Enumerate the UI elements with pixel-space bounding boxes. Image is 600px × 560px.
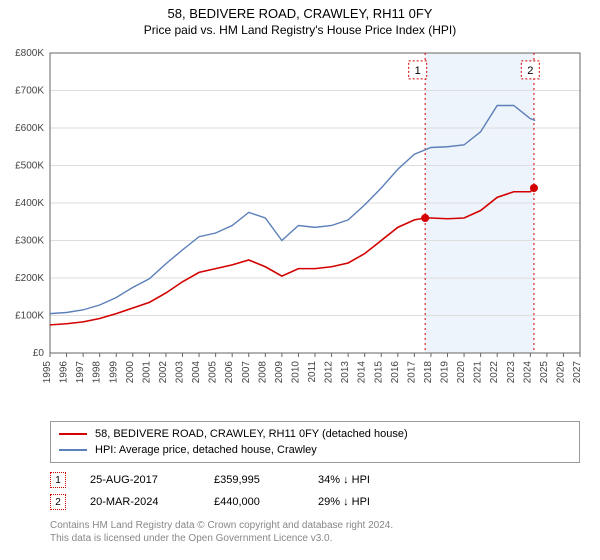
svg-text:2021: 2021: [473, 361, 484, 384]
svg-text:£700K: £700K: [15, 86, 44, 97]
svg-text:2010: 2010: [290, 361, 301, 384]
transaction-pct: 29% ↓ HPI: [318, 496, 428, 508]
transaction-date: 25-AUG-2017: [90, 474, 190, 486]
svg-text:2004: 2004: [191, 361, 202, 384]
svg-text:2024: 2024: [522, 361, 533, 384]
legend-swatch: [59, 449, 87, 451]
svg-text:£100K: £100K: [15, 311, 44, 322]
svg-text:£800K: £800K: [15, 48, 44, 59]
transaction-marker: 1: [50, 472, 66, 488]
footnote-line: Contains HM Land Registry data © Crown c…: [50, 519, 580, 532]
svg-text:2018: 2018: [423, 361, 434, 384]
legend-label: 58, BEDIVERE ROAD, CRAWLEY, RH11 0FY (de…: [95, 428, 408, 440]
svg-text:2020: 2020: [456, 361, 467, 384]
svg-text:2012: 2012: [324, 361, 335, 384]
svg-text:£300K: £300K: [15, 236, 44, 247]
transaction-price: £359,995: [214, 474, 294, 486]
line-chart-svg: £0 £100K £200K £300K £400K £500K £600K £700K £80…: [0, 43, 600, 413]
svg-text:£600K: £600K: [15, 123, 44, 134]
transaction-table: 1 25-AUG-2017 £359,995 34% ↓ HPI 2 20-MAR-202…: [50, 469, 580, 513]
svg-text:2011: 2011: [307, 361, 318, 383]
transaction-price: £440,000: [214, 496, 294, 508]
svg-text:2019: 2019: [440, 361, 451, 384]
svg-text:£400K: £400K: [15, 198, 44, 209]
transaction-date: 20-MAR-2024: [90, 496, 190, 508]
svg-text:2006: 2006: [224, 361, 235, 384]
legend-label: HPI: Average price, detached house, Craw…: [95, 444, 317, 456]
legend-item: HPI: Average price, detached house, Craw…: [59, 442, 571, 458]
svg-text:2014: 2014: [357, 361, 368, 384]
svg-text:2008: 2008: [257, 361, 268, 384]
svg-text:2016: 2016: [390, 361, 401, 384]
svg-text:1999: 1999: [108, 361, 119, 384]
svg-text:2023: 2023: [506, 361, 517, 384]
svg-text:£200K: £200K: [15, 273, 44, 284]
chart-container: 58, BEDIVERE ROAD, CRAWLEY, RH11 0FY Pri…: [0, 0, 600, 560]
svg-text:£0: £0: [33, 348, 45, 359]
transaction-marker: 2: [50, 494, 66, 510]
transaction-row: 1 25-AUG-2017 £359,995 34% ↓ HPI: [50, 469, 580, 491]
svg-text:2007: 2007: [241, 361, 252, 384]
svg-text:1995: 1995: [42, 361, 53, 384]
svg-text:2025: 2025: [539, 361, 550, 384]
svg-text:1997: 1997: [75, 361, 86, 384]
svg-text:2003: 2003: [175, 361, 186, 384]
chart-plot-area: £0 £100K £200K £300K £400K £500K £600K £700K £80…: [0, 43, 600, 413]
svg-text:2015: 2015: [373, 361, 384, 384]
transaction-row: 2 20-MAR-2024 £440,000 29% ↓ HPI: [50, 491, 580, 513]
svg-text:1996: 1996: [59, 361, 70, 384]
chart-title: 58, BEDIVERE ROAD, CRAWLEY, RH11 0FY: [0, 0, 600, 21]
footnote: Contains HM Land Registry data © Crown c…: [50, 519, 580, 545]
svg-text:£500K: £500K: [15, 161, 44, 172]
svg-text:2026: 2026: [555, 361, 566, 384]
transaction-pct: 34% ↓ HPI: [318, 474, 428, 486]
svg-text:1998: 1998: [92, 361, 103, 384]
svg-text:1: 1: [415, 65, 421, 77]
legend-swatch: [59, 433, 87, 435]
footnote-line: This data is licensed under the Open Gov…: [50, 532, 580, 545]
svg-text:2027: 2027: [572, 361, 583, 384]
svg-text:2005: 2005: [208, 361, 219, 384]
legend: 58, BEDIVERE ROAD, CRAWLEY, RH11 0FY (de…: [50, 421, 580, 463]
svg-text:2017: 2017: [406, 361, 417, 384]
svg-text:2: 2: [527, 65, 533, 77]
svg-text:2022: 2022: [489, 361, 500, 384]
legend-item: 58, BEDIVERE ROAD, CRAWLEY, RH11 0FY (de…: [59, 426, 571, 442]
svg-text:2000: 2000: [125, 361, 136, 384]
svg-text:2002: 2002: [158, 361, 169, 384]
svg-text:2009: 2009: [274, 361, 285, 384]
svg-text:2013: 2013: [340, 361, 351, 384]
svg-text:2001: 2001: [141, 361, 152, 384]
chart-subtitle: Price paid vs. HM Land Registry's House …: [0, 21, 600, 43]
